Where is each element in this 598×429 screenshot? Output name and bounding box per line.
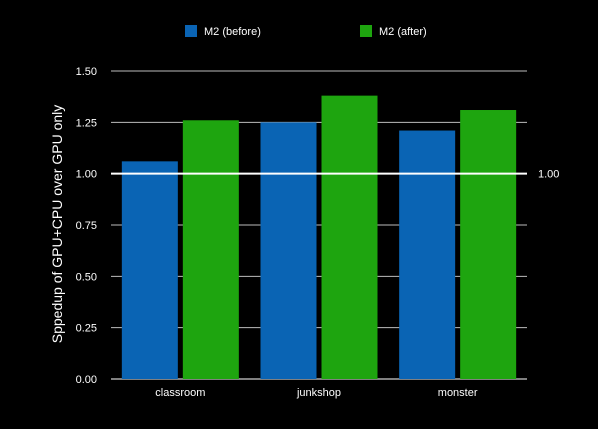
bar-junkshop-before — [260, 122, 317, 379]
bar-classroom-after — [182, 120, 239, 379]
y-axis-label: Sppedup of GPU+CPU over GPU only — [49, 105, 65, 344]
y-tick-label: 1.25 — [76, 117, 97, 129]
bar-monster-after — [460, 110, 517, 379]
axis-layer: 0.00 0.25 0.50 0.75 1.00 1.25 1.50 classroom jun… — [76, 66, 478, 399]
x-tick-label: classroom — [155, 387, 205, 399]
legend-label: M2 (before) — [204, 26, 261, 38]
bar-monster-before — [399, 130, 456, 379]
legend-label: M2 (after) — [379, 26, 427, 38]
y-tick-label: 1.00 — [76, 169, 97, 181]
x-tick-label: junkshop — [296, 387, 341, 399]
bar-junkshop-after — [321, 95, 378, 379]
bars-layer — [121, 95, 517, 379]
legend: M2 (before) M2 (after) — [185, 25, 427, 38]
legend-swatch — [360, 25, 372, 37]
y-tick-label: 0.25 — [76, 323, 97, 335]
y-tick-label: 1.50 — [76, 66, 97, 78]
y-tick-label: 0.00 — [76, 374, 97, 386]
bar-classroom-before — [121, 161, 178, 379]
reference-line-layer: 1.00 — [111, 169, 559, 181]
y-tick-label: 0.75 — [76, 220, 97, 232]
reference-line-label: 1.00 — [538, 169, 559, 181]
legend-swatch — [185, 25, 197, 37]
y-tick-label: 0.50 — [76, 271, 97, 283]
x-tick-label: monster — [438, 387, 478, 399]
